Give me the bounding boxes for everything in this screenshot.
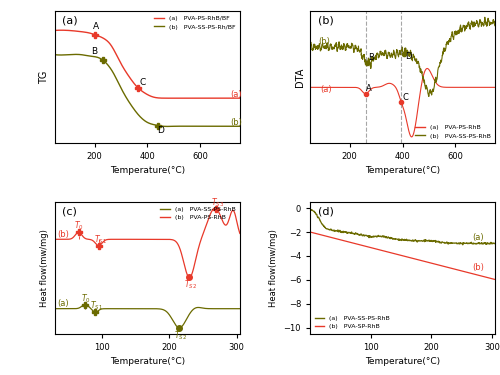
Y-axis label: Heat flow(mw/mg): Heat flow(mw/mg)	[269, 229, 278, 307]
Text: (a): (a)	[472, 233, 484, 242]
Text: C: C	[140, 78, 146, 87]
X-axis label: Temperature(°C): Temperature(°C)	[110, 357, 185, 366]
Text: $T_0$: $T_0$	[80, 292, 90, 304]
Legend: (a)   PVA-SS-PS-RhB, (b)   PVA-SP-RhB: (a) PVA-SS-PS-RhB, (b) PVA-SP-RhB	[314, 314, 391, 331]
Legend: (a)   PVA-PS-RhB, (b)   PVA-SS-PS-RhB: (a) PVA-PS-RhB, (b) PVA-SS-PS-RhB	[414, 123, 492, 140]
Text: (b): (b)	[57, 230, 69, 238]
Text: A: A	[94, 22, 100, 31]
Text: (a): (a)	[57, 299, 68, 308]
Text: D: D	[404, 53, 411, 62]
Text: B: B	[368, 53, 374, 62]
Text: (b): (b)	[318, 15, 334, 25]
Text: (a): (a)	[230, 90, 242, 99]
Y-axis label: Heat flow(mw/mg): Heat flow(mw/mg)	[40, 229, 50, 307]
Text: $T_{S2}$: $T_{S2}$	[184, 278, 197, 291]
Legend: (a)   PVA-SS-PS-RhB, (b)   PVA-PS-RhB: (a) PVA-SS-PS-RhB, (b) PVA-PS-RhB	[159, 205, 236, 222]
Text: (b): (b)	[230, 118, 242, 127]
Text: (a): (a)	[320, 85, 332, 94]
X-axis label: Temperature(°C): Temperature(°C)	[110, 166, 185, 176]
Y-axis label: DTA: DTA	[294, 68, 304, 87]
Text: C: C	[402, 93, 408, 102]
Legend: (a)   PVA-PS-RhB/BF, (b)   PVA-SS-PS-Rh/BF: (a) PVA-PS-RhB/BF, (b) PVA-SS-PS-Rh/BF	[153, 14, 236, 31]
Text: $T_0$: $T_0$	[74, 220, 84, 232]
X-axis label: Temperature(°C): Temperature(°C)	[365, 357, 440, 366]
Text: $T_{S3}$: $T_{S3}$	[211, 196, 224, 208]
X-axis label: Temperature(°C): Temperature(°C)	[365, 166, 440, 176]
Text: B: B	[90, 46, 97, 56]
Y-axis label: TG: TG	[40, 70, 50, 84]
Text: (b): (b)	[472, 263, 484, 272]
Text: (a): (a)	[62, 15, 78, 25]
Text: $T_{S1}$: $T_{S1}$	[90, 300, 103, 312]
Text: A: A	[366, 84, 372, 93]
Text: (b): (b)	[318, 37, 330, 46]
Text: $T_{S2}$: $T_{S2}$	[174, 329, 187, 342]
Text: (d): (d)	[318, 206, 334, 216]
Text: D: D	[158, 126, 164, 135]
Text: (c): (c)	[62, 206, 78, 216]
Text: $T_{S1}$: $T_{S1}$	[94, 233, 107, 246]
